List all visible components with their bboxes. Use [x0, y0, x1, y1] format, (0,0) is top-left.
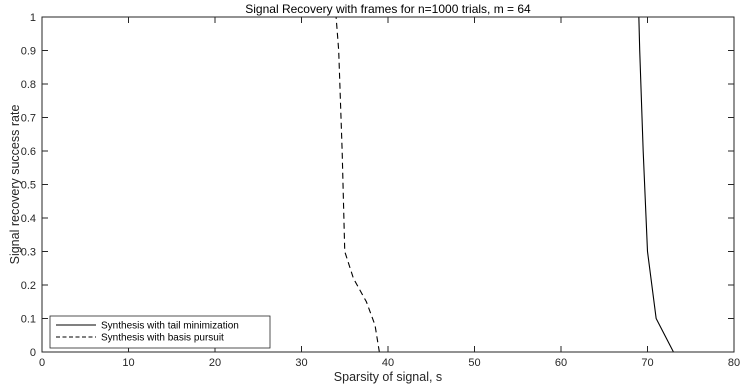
- x-tick-label: 20: [209, 357, 221, 369]
- ticks-layer: 0 10 20 30 40 50 60 70 80 0 0.1 0.2 0.3 0.4 0.5 0.6 0.7 0…: [21, 12, 740, 369]
- x-tick-label: 80: [728, 357, 740, 369]
- series-basis-pursuit-line: [42, 16, 734, 353]
- y-tick-label: 0: [30, 347, 36, 359]
- y-tick-label: 0.9: [21, 46, 36, 58]
- y-tick-label: 0.4: [21, 213, 36, 225]
- y-tick-label: 0.1: [21, 314, 36, 326]
- x-tick-label: 50: [468, 357, 480, 369]
- x-tick-label: 70: [641, 357, 653, 369]
- series-layer: [42, 16, 734, 353]
- y-tick-label: 0.8: [21, 79, 36, 91]
- y-tick-label: 1: [30, 12, 36, 24]
- x-tick-label: 10: [122, 357, 134, 369]
- y-tick-label: 0.7: [21, 113, 36, 125]
- y-axis-title: Signal recovery success rate: [8, 105, 22, 265]
- x-tick-label: 30: [295, 357, 307, 369]
- legend-box: [49, 315, 271, 349]
- x-tick-label: 60: [555, 357, 567, 369]
- y-tick-label: 0.2: [21, 280, 36, 292]
- y-tick-label: 0.6: [21, 146, 36, 158]
- x-tick-label: 0: [39, 357, 45, 369]
- legend-label-tail-minimization: Synthesis with tail minimization: [101, 321, 239, 332]
- y-tick-label: 0.3: [21, 247, 36, 259]
- legend-label-basis-pursuit: Synthesis with basis pursuit: [101, 333, 224, 344]
- x-tick-label: 40: [382, 357, 394, 369]
- plot-area: [42, 17, 734, 352]
- x-axis-title: Sparsity of signal, s: [334, 370, 442, 384]
- y-tick-label: 0.5: [21, 180, 36, 192]
- chart-title: Signal Recovery with frames for n=1000 t…: [245, 2, 531, 16]
- legend: Synthesis with tail minimization Synthes…: [49, 315, 271, 349]
- series-tail-minimization-line: [42, 16, 734, 353]
